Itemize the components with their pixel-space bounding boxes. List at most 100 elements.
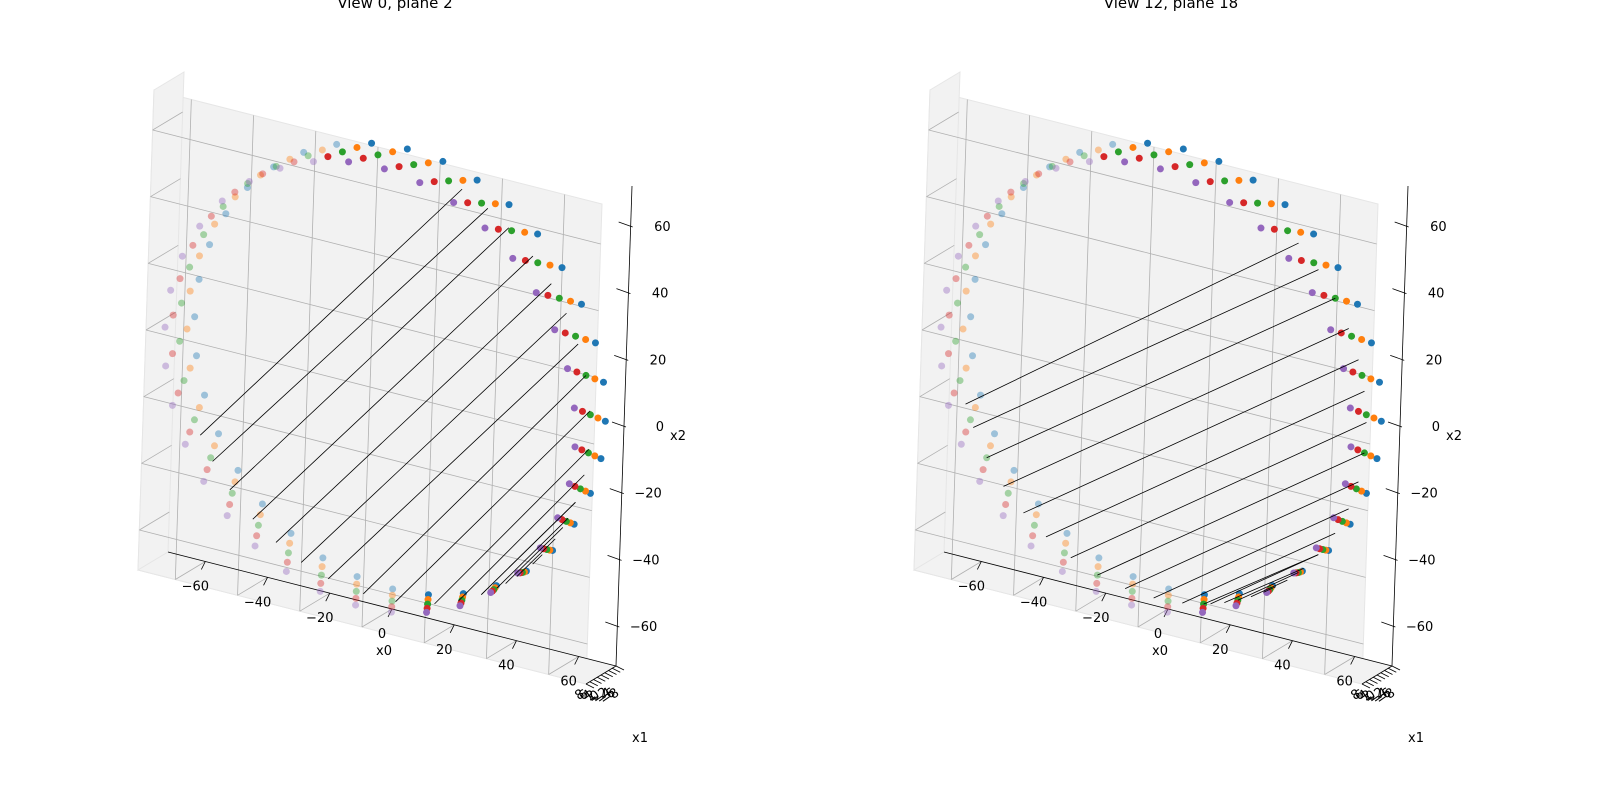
scatter-point <box>1007 193 1015 201</box>
scatter-point <box>591 375 599 383</box>
scatter-point <box>954 252 962 260</box>
scatter-point <box>1027 542 1035 550</box>
x2-tick-label: −60 <box>1406 620 1433 635</box>
x2-tick-label: 20 <box>650 353 667 368</box>
connection-line <box>1237 572 1299 601</box>
scatter-point <box>1179 145 1187 153</box>
scatter-point <box>304 152 312 160</box>
scatter-point <box>162 362 170 370</box>
x0-tick-label: 60 <box>1336 675 1353 690</box>
scatter-point <box>186 263 194 271</box>
scatter-point <box>1128 594 1136 602</box>
scatter-point <box>1092 587 1100 595</box>
scatter-point <box>1360 449 1368 457</box>
subplot-2: View 12, plane 18 −60 −40 −20 0 20 40 60 x0 −60 −4… <box>912 0 1462 746</box>
gridline <box>145 329 595 445</box>
scatter-point <box>994 197 1002 205</box>
scatter-point <box>174 389 182 397</box>
scatter-point <box>211 220 219 228</box>
x0-tick <box>976 561 982 570</box>
scatter-point <box>478 199 486 207</box>
scatter-point <box>1354 446 1362 454</box>
scatter-point <box>945 350 953 358</box>
x1-tick <box>593 679 602 684</box>
scatter-point <box>1128 601 1136 609</box>
scatter-point <box>1135 154 1143 162</box>
scatter-point <box>1320 291 1328 299</box>
scatter-point <box>1046 163 1054 171</box>
scatter-point <box>1156 165 1164 173</box>
scatter-point <box>309 158 317 166</box>
scatter-point <box>957 440 965 448</box>
scatter-point <box>544 291 552 299</box>
scatter-point <box>1358 336 1366 344</box>
connection-line <box>965 242 1299 405</box>
scatter-point <box>389 585 397 593</box>
x1-tick <box>1384 670 1393 675</box>
scatter-point <box>972 222 980 230</box>
x2-tick-label: −60 <box>630 620 657 635</box>
scatter-point <box>1093 579 1101 587</box>
scatter-point <box>1254 199 1262 207</box>
connection-line <box>434 448 590 605</box>
scatter-point <box>181 440 189 448</box>
scatter-point <box>1021 178 1029 186</box>
scatter-point <box>1334 264 1342 272</box>
scatter-point <box>1297 228 1305 236</box>
scatter-point <box>1215 157 1223 165</box>
subplot-title: View 12, plane 18 <box>1104 0 1238 12</box>
scatter-point <box>986 442 994 450</box>
scatter-point <box>1171 163 1179 171</box>
scatter-point <box>987 220 995 228</box>
gridline <box>1324 656 1355 675</box>
scatter-point <box>161 323 169 331</box>
x0-tick <box>1350 656 1356 665</box>
scatter-point <box>203 466 211 474</box>
scatter-point <box>1308 289 1316 297</box>
scatter-point <box>324 153 332 161</box>
scatter-point <box>1310 230 1318 238</box>
scatter-point <box>1186 161 1194 169</box>
gridline <box>915 511 946 531</box>
x1-tick <box>585 683 595 689</box>
connection-line <box>199 188 463 436</box>
x2-tick-label: −20 <box>1410 487 1437 502</box>
scatter-point <box>1121 158 1129 166</box>
scatter-point <box>1362 411 1370 419</box>
scatter-point <box>1232 602 1240 610</box>
scatter-point <box>979 466 987 474</box>
scatter-point <box>459 176 467 184</box>
x2-axis-label: x2 <box>1446 429 1462 444</box>
scatter-point <box>969 352 977 360</box>
scatter-point <box>286 539 294 547</box>
scatter-point <box>290 158 298 166</box>
x1-tick <box>1365 681 1374 687</box>
connection-line <box>363 375 587 595</box>
scatter-point <box>1373 455 1381 463</box>
scatter-point <box>1199 608 1207 616</box>
x2-tick-label: −40 <box>632 553 659 568</box>
scatter-point <box>353 143 361 151</box>
scatter-point <box>1377 417 1385 425</box>
x0-tick-label: −40 <box>1020 595 1047 610</box>
scatter-point <box>317 579 325 587</box>
scatter-point <box>597 455 605 463</box>
x0-tick <box>512 640 517 649</box>
scatter-point <box>395 163 403 171</box>
scatter-point <box>582 336 590 344</box>
scatter-point <box>952 275 960 283</box>
scatter-point <box>464 199 472 207</box>
scatter-point <box>318 563 326 571</box>
scatter-point <box>1284 227 1292 235</box>
scatter-point <box>1164 597 1172 605</box>
gridline <box>148 244 179 264</box>
gridline <box>143 378 174 398</box>
scatter-point <box>251 542 259 550</box>
scatter-point <box>1019 184 1027 192</box>
scatter-point <box>481 224 489 232</box>
gridline <box>1324 194 1342 675</box>
gridline <box>141 444 172 464</box>
scatter-point <box>521 256 529 264</box>
scatter-point <box>1004 489 1012 497</box>
